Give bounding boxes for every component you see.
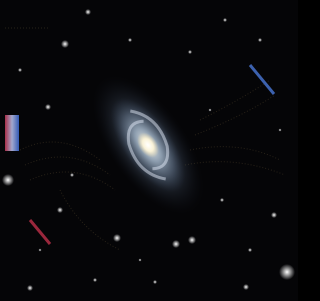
- satellite-streak: [5, 115, 19, 151]
- page: [0, 0, 320, 301]
- galaxy-image: [0, 0, 298, 301]
